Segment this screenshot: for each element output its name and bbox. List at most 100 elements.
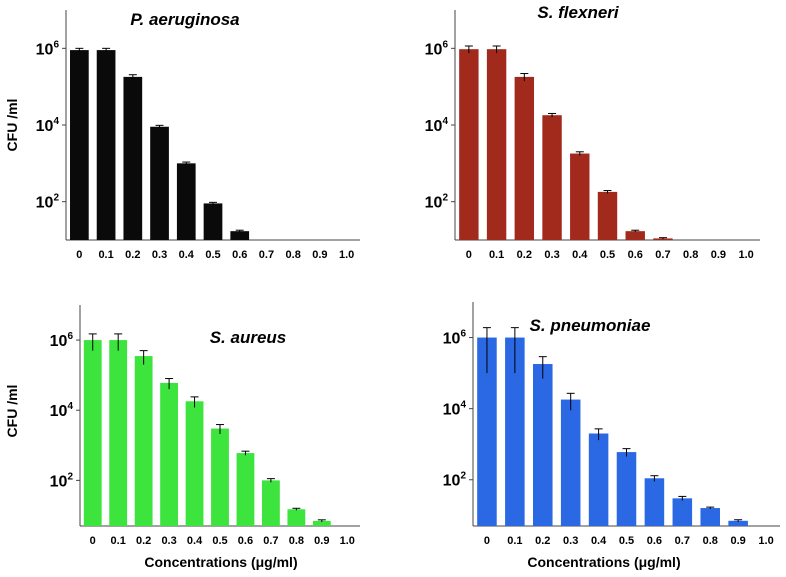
panel-p-aeruginosa: P. aeruginosa CFU /ml 102 104 106 0 0.1 0.2 0.… (4, 10, 360, 261)
x-tick-label: 0.5 (205, 249, 220, 261)
x-tick-label: 0.1 (98, 249, 113, 261)
bar (262, 480, 280, 526)
x-tick-label: 0.7 (675, 535, 690, 547)
x-tick-label: 0.6 (232, 249, 247, 261)
panel-title: S. pneumoniae (530, 316, 651, 335)
x-tick-label: 1.0 (340, 535, 355, 547)
bar (644, 478, 665, 526)
bar (236, 453, 255, 526)
x-tick-label: 0.5 (212, 535, 227, 547)
x-tick-label: 1.0 (738, 249, 753, 261)
plot-area: 102 104 106 0 0.1 0.2 0.3 0.4 0.5 0.6 0.7 0.8 0.9 1.0 (50, 305, 360, 547)
x-tick-label: 0.7 (263, 535, 278, 547)
x-axis-label: Concentrations (μg/ml) (144, 554, 297, 570)
bar (560, 399, 581, 526)
bar (96, 50, 116, 240)
x-tick-label: 0.2 (517, 249, 532, 261)
x-tick-label: 0.3 (563, 535, 578, 547)
x-tick-label: 0.1 (111, 535, 126, 547)
x-tick-label: 0.2 (125, 249, 140, 261)
bar (728, 520, 748, 526)
y-tick-label: 104 (50, 401, 74, 420)
y-tick-label: 104 (443, 400, 467, 419)
bar (109, 340, 128, 526)
y-tick-label: 106 (425, 39, 449, 58)
x-tick-label: 0.4 (572, 249, 588, 261)
x-tick-label: 0.9 (711, 249, 726, 261)
panel-title: S. flexneri (537, 3, 620, 22)
x-tick-label: 0.8 (289, 535, 304, 547)
y-tick-label: 106 (36, 39, 60, 58)
x-tick-label: 0.3 (152, 249, 167, 261)
x-tick-label: 0.8 (703, 535, 718, 547)
bar (459, 49, 479, 241)
y-tick-label: 106 (50, 331, 74, 350)
x-tick-label: 0.8 (286, 249, 301, 261)
bar (160, 382, 178, 526)
x-tick-label: 0.7 (655, 249, 670, 261)
plot-area: 102 104 106 0 0.1 0.2 0.3 0.4 0.5 0.6 0.7 0.8 0.9 1.0 (36, 10, 360, 261)
x-tick-label: 0.6 (628, 249, 643, 261)
bar (70, 50, 89, 240)
bar (514, 76, 535, 240)
bar (211, 428, 229, 526)
plot-area: 102 104 106 0 0.1 0.2 0.3 0.4 0.5 0.6 0.7 0.8 0.9 1.0 (425, 10, 760, 261)
bar (312, 520, 331, 526)
x-tick-label: 0.9 (314, 535, 329, 547)
bar (570, 153, 590, 240)
x-tick-label: 0.4 (591, 535, 607, 547)
bar (625, 231, 645, 240)
x-tick-label: 0.6 (238, 535, 253, 547)
bar (134, 356, 153, 526)
x-tick-label: 0.1 (507, 535, 522, 547)
panel-s-pneumoniae: S. pneumoniae Concentrations (μg/ml) 102… (443, 302, 780, 570)
x-tick-label: 0 (466, 249, 472, 261)
x-tick-label: 0.2 (136, 535, 151, 547)
bar (203, 203, 223, 240)
bar (588, 433, 609, 526)
bar (486, 49, 507, 241)
x-tick-label: 0.9 (730, 535, 745, 547)
bar (176, 163, 196, 240)
x-axis-label: Concentrations (μg/ml) (527, 554, 680, 570)
bar (150, 126, 169, 240)
bar (542, 115, 562, 240)
x-tick-label: 0.7 (259, 249, 274, 261)
panel-s-flexneri: S. flexneri 102 104 106 0 0.1 0.2 0.3 0.4 0.5 0.6… (425, 3, 760, 261)
y-tick-label: 106 (443, 329, 467, 348)
x-tick-label: 0 (90, 535, 96, 547)
panel-title: S. aureus (210, 328, 287, 347)
bar (533, 364, 553, 526)
bar (477, 337, 497, 526)
x-tick-label: 0.4 (187, 535, 203, 547)
x-tick-label: 0.5 (619, 535, 634, 547)
y-tick-label: 102 (425, 193, 449, 212)
bar (616, 452, 637, 526)
panel-s-aureus: S. aureus CFU /ml Concentrations (μg/ml)… (4, 305, 360, 570)
x-tick-label: 0.3 (544, 249, 559, 261)
bar (185, 401, 204, 526)
y-tick-label: 102 (443, 471, 467, 490)
x-tick-label: 1.0 (339, 249, 354, 261)
x-tick-label: 0.4 (179, 249, 195, 261)
x-tick-label: 0.1 (489, 249, 504, 261)
x-tick-label: 0.8 (683, 249, 698, 261)
bar (83, 340, 102, 526)
bar (287, 509, 306, 526)
bar (672, 498, 693, 526)
panel-title: P. aeruginosa (130, 10, 239, 29)
x-tick-label: 0 (76, 249, 82, 261)
x-tick-label: 1.0 (758, 535, 773, 547)
y-tick-label: 104 (425, 116, 449, 135)
x-tick-label: 0.6 (647, 535, 662, 547)
x-tick-label: 0.3 (161, 535, 176, 547)
y-tick-label: 102 (50, 471, 74, 490)
bar (597, 191, 618, 240)
bar (700, 508, 720, 526)
x-tick-label: 0.9 (312, 249, 327, 261)
bar (123, 76, 143, 240)
y-tick-label: 104 (36, 116, 60, 135)
bar (230, 231, 250, 240)
x-tick-label: 0.2 (535, 535, 550, 547)
